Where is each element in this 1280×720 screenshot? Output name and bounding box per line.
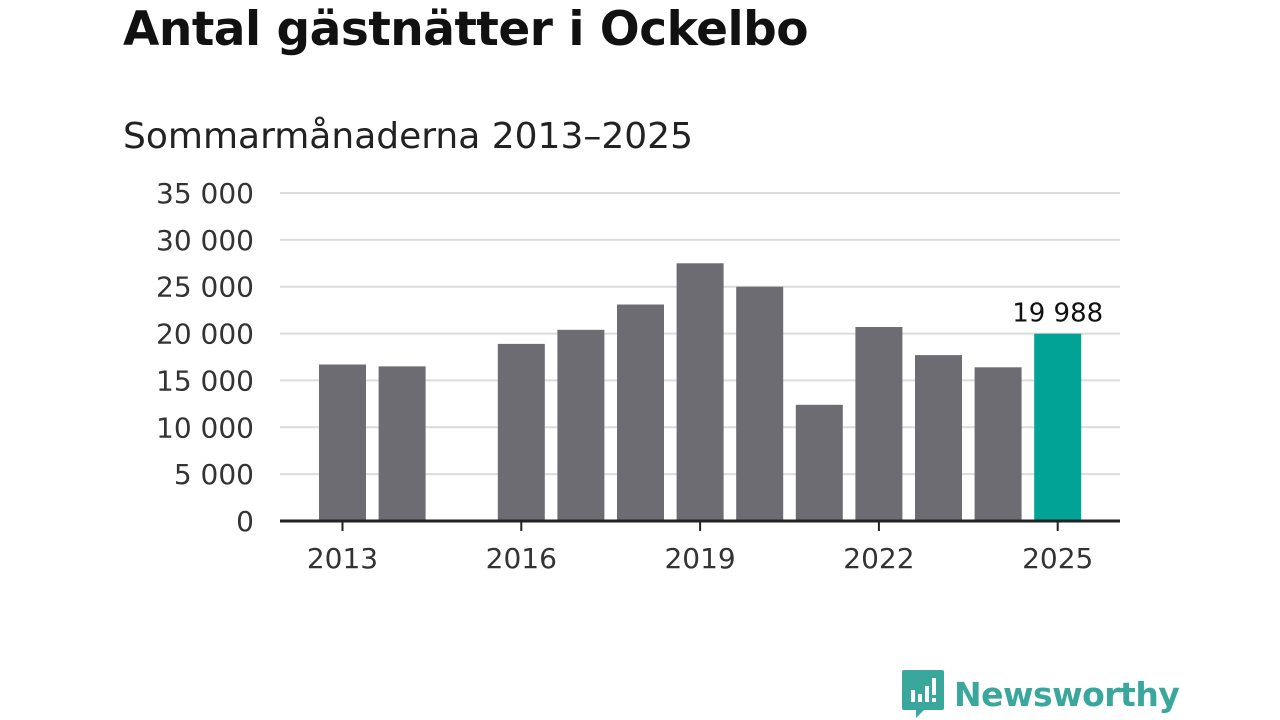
y-tick-label: 20 000 bbox=[156, 318, 254, 351]
data-label-2025: 19 988 bbox=[1012, 299, 1103, 329]
y-tick-label: 25 000 bbox=[156, 271, 254, 304]
y-tick-label: 35 000 bbox=[156, 177, 254, 210]
x-tick-label: 2013 bbox=[307, 542, 378, 575]
bars bbox=[319, 263, 1082, 521]
bar-2025 bbox=[1034, 333, 1082, 521]
y-tick-label: 15 000 bbox=[156, 364, 254, 397]
y-tick-label: 0 bbox=[236, 505, 254, 538]
chart-title: Antal gästnätter i Ockelbo bbox=[123, 2, 809, 57]
x-tick-label: 2016 bbox=[486, 542, 557, 575]
bar-2013 bbox=[319, 364, 366, 521]
chart-subtitle: Sommarmånaderna 2013–2025 bbox=[123, 116, 693, 157]
x-axis bbox=[280, 519, 1120, 531]
bar-2016 bbox=[497, 343, 545, 521]
x-tick-label: 2019 bbox=[664, 542, 735, 575]
bar-2020 bbox=[736, 286, 784, 521]
x-axis-tick-labels: 2013 2016 2019 2022 2025 bbox=[307, 542, 1093, 575]
y-tick-label: 30 000 bbox=[156, 224, 254, 257]
bar-2018 bbox=[617, 304, 664, 521]
y-axis-tick-labels: 0 5 000 10 000 15 000 20 000 25 000 30 000 35 0… bbox=[156, 177, 254, 538]
bar-2024 bbox=[974, 367, 1022, 521]
bar-2017 bbox=[557, 329, 605, 521]
newsworthy-logo: Newsworthy bbox=[902, 670, 1180, 718]
bar-2022 bbox=[855, 327, 903, 521]
annotations: 19 988 bbox=[1012, 299, 1103, 329]
bar-2023 bbox=[915, 355, 962, 521]
y-tick-label: 5 000 bbox=[174, 458, 254, 491]
x-tick-label: 2022 bbox=[843, 542, 914, 575]
y-tick-label: 10 000 bbox=[156, 411, 254, 444]
x-tick-label: 2025 bbox=[1022, 542, 1093, 575]
brand-name: Newsworthy bbox=[954, 674, 1180, 714]
newsworthy-logo-icon bbox=[902, 670, 944, 718]
bar-2019 bbox=[676, 263, 724, 521]
bar-2014 bbox=[378, 366, 426, 521]
bar-2021 bbox=[795, 404, 843, 521]
